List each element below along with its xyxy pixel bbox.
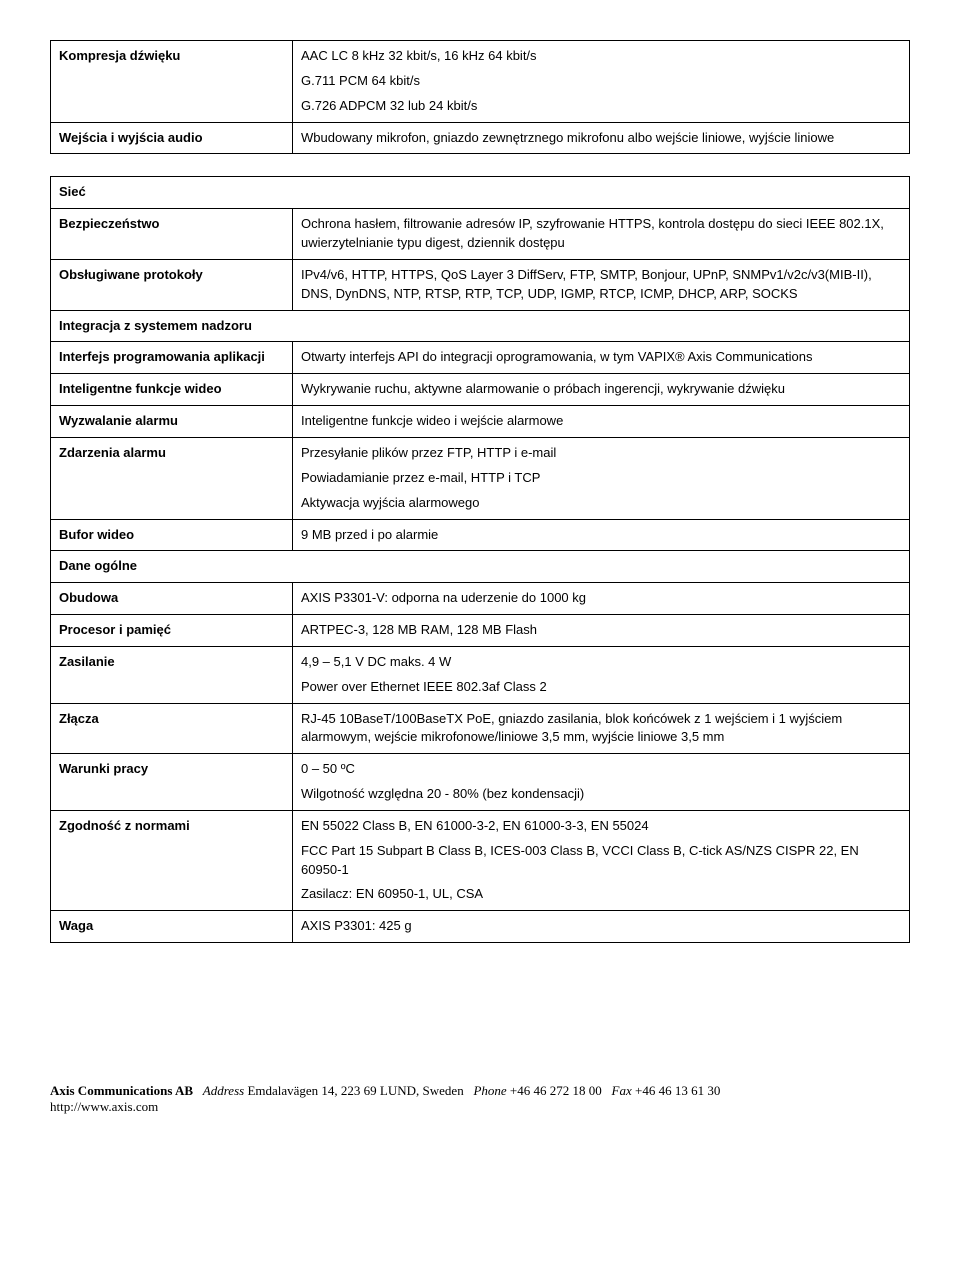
row-value: 0 – 50 ºC Wilgotność względna 20 - 80% (… xyxy=(293,754,910,811)
value-line: Wilgotność względna 20 - 80% (bez konden… xyxy=(301,785,901,804)
table-row: Warunki pracy 0 – 50 ºC Wilgotność wzglę… xyxy=(51,754,910,811)
row-value: RJ-45 10BaseT/100BaseTX PoE, gniazdo zas… xyxy=(293,703,910,754)
row-value: IPv4/v6, HTTP, HTTPS, QoS Layer 3 DiffSe… xyxy=(293,259,910,310)
table-row: Bezpieczeństwo Ochrona hasłem, filtrowan… xyxy=(51,209,910,260)
row-value: EN 55022 Class B, EN 61000-3-2, EN 61000… xyxy=(293,810,910,910)
row-value: Inteligentne funkcje wideo i wejście ala… xyxy=(293,406,910,438)
table-row: Waga AXIS P3301: 425 g xyxy=(51,911,910,943)
table-row: Wyzwalanie alarmu Inteligentne funkcje w… xyxy=(51,406,910,438)
spec-table-audio: Kompresja dźwięku AAC LC 8 kHz 32 kbit/s… xyxy=(50,40,910,154)
row-value: Otwarty interfejs API do integracji opro… xyxy=(293,342,910,374)
table-row: Złącza RJ-45 10BaseT/100BaseTX PoE, gnia… xyxy=(51,703,910,754)
row-value: Wbudowany mikrofon, gniazdo zewnętrznego… xyxy=(293,122,910,154)
value-line: 4,9 – 5,1 V DC maks. 4 W xyxy=(301,653,901,672)
value-line: G.711 PCM 64 kbit/s xyxy=(301,72,901,91)
row-value: AXIS P3301-V: odporna na uderzenie do 10… xyxy=(293,583,910,615)
row-label: Zdarzenia alarmu xyxy=(51,437,293,519)
table-row: Bufor wideo 9 MB przed i po alarmie xyxy=(51,519,910,551)
section-header: Dane ogólne xyxy=(51,551,910,583)
footer-phone: +46 46 272 18 00 xyxy=(510,1083,602,1098)
row-label: Bezpieczeństwo xyxy=(51,209,293,260)
table-row: Zgodność z normami EN 55022 Class B, EN … xyxy=(51,810,910,910)
row-label: Obudowa xyxy=(51,583,293,615)
section-title: Integracja z systemem nadzoru xyxy=(51,310,910,342)
footer-fax: +46 46 13 61 30 xyxy=(635,1083,720,1098)
row-label: Procesor i pamięć xyxy=(51,615,293,647)
row-value: ARTPEC-3, 128 MB RAM, 128 MB Flash xyxy=(293,615,910,647)
row-value: AAC LC 8 kHz 32 kbit/s, 16 kHz 64 kbit/s… xyxy=(293,41,910,123)
row-label: Kompresja dźwięku xyxy=(51,41,293,123)
row-label: Zgodność z normami xyxy=(51,810,293,910)
section-title: Sieć xyxy=(51,177,910,209)
footer-url: http://www.axis.com xyxy=(50,1099,158,1114)
table-row: Kompresja dźwięku AAC LC 8 kHz 32 kbit/s… xyxy=(51,41,910,123)
value-line: Przesyłanie plików przez FTP, HTTP i e-m… xyxy=(301,444,901,463)
table-row: Procesor i pamięć ARTPEC-3, 128 MB RAM, … xyxy=(51,615,910,647)
footer-fax-label: Fax xyxy=(612,1083,632,1098)
page-footer: Axis Communications AB Address Emdalaväg… xyxy=(50,1083,910,1115)
table-row: Interfejs programowania aplikacji Otwart… xyxy=(51,342,910,374)
value-line: Aktywacja wyjścia alarmowego xyxy=(301,494,901,513)
row-value: AXIS P3301: 425 g xyxy=(293,911,910,943)
footer-company: Axis Communications AB xyxy=(50,1083,193,1098)
table-row: Zasilanie 4,9 – 5,1 V DC maks. 4 W Power… xyxy=(51,646,910,703)
section-title: Dane ogólne xyxy=(51,551,910,583)
row-value: Przesyłanie plików przez FTP, HTTP i e-m… xyxy=(293,437,910,519)
row-label: Wyzwalanie alarmu xyxy=(51,406,293,438)
row-value: Ochrona hasłem, filtrowanie adresów IP, … xyxy=(293,209,910,260)
row-label: Warunki pracy xyxy=(51,754,293,811)
row-value: Wykrywanie ruchu, aktywne alarmowanie o … xyxy=(293,374,910,406)
row-label: Złącza xyxy=(51,703,293,754)
value-line: Zasilacz: EN 60950-1, UL, CSA xyxy=(301,885,901,904)
value-line: Power over Ethernet IEEE 802.3af Class 2 xyxy=(301,678,901,697)
row-label: Obsługiwane protokoły xyxy=(51,259,293,310)
value-line: FCC Part 15 Subpart B Class B, ICES-003 … xyxy=(301,842,901,880)
row-label: Wejścia i wyjścia audio xyxy=(51,122,293,154)
row-value: 9 MB przed i po alarmie xyxy=(293,519,910,551)
row-label: Waga xyxy=(51,911,293,943)
table-row: Obsługiwane protokoły IPv4/v6, HTTP, HTT… xyxy=(51,259,910,310)
spec-table-main: Sieć Bezpieczeństwo Ochrona hasłem, filt… xyxy=(50,176,910,943)
value-line: 0 – 50 ºC xyxy=(301,760,901,779)
table-row: Wejścia i wyjścia audio Wbudowany mikrof… xyxy=(51,122,910,154)
row-label: Zasilanie xyxy=(51,646,293,703)
section-header: Integracja z systemem nadzoru xyxy=(51,310,910,342)
footer-phone-label: Phone xyxy=(473,1083,506,1098)
row-value: 4,9 – 5,1 V DC maks. 4 W Power over Ethe… xyxy=(293,646,910,703)
table-row: Obudowa AXIS P3301-V: odporna na uderzen… xyxy=(51,583,910,615)
value-line: AAC LC 8 kHz 32 kbit/s, 16 kHz 64 kbit/s xyxy=(301,47,901,66)
footer-address-label: Address xyxy=(203,1083,244,1098)
table-row: Inteligentne funkcje wideo Wykrywanie ru… xyxy=(51,374,910,406)
section-header: Sieć xyxy=(51,177,910,209)
row-label: Inteligentne funkcje wideo xyxy=(51,374,293,406)
table-row: Zdarzenia alarmu Przesyłanie plików prze… xyxy=(51,437,910,519)
value-line: G.726 ADPCM 32 lub 24 kbit/s xyxy=(301,97,901,116)
value-line: Powiadamianie przez e-mail, HTTP i TCP xyxy=(301,469,901,488)
value-line: EN 55022 Class B, EN 61000-3-2, EN 61000… xyxy=(301,817,901,836)
footer-address: Emdalavägen 14, 223 69 LUND, Sweden xyxy=(247,1083,463,1098)
row-label: Interfejs programowania aplikacji xyxy=(51,342,293,374)
row-label: Bufor wideo xyxy=(51,519,293,551)
